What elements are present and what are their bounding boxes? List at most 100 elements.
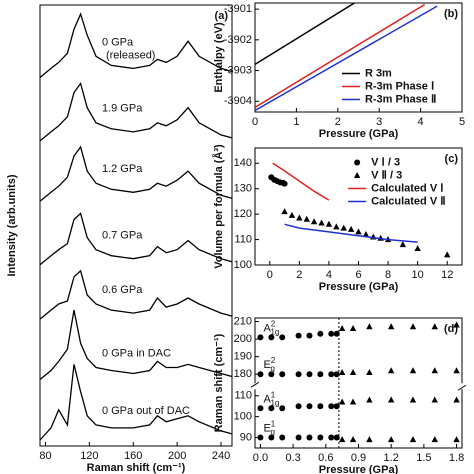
plot-frame bbox=[254, 2, 463, 113]
y-tick-label: -3902 bbox=[224, 34, 252, 46]
legend-label: Calculated V Ⅱ bbox=[371, 195, 446, 207]
x-tick-label: 120 bbox=[80, 450, 98, 462]
point bbox=[340, 224, 347, 231]
point bbox=[279, 371, 286, 378]
y-axis-label: Volume per formula (Å³) bbox=[212, 144, 225, 269]
x-tick-label: 0.9 bbox=[351, 452, 366, 464]
x-tick-label: 5 bbox=[459, 116, 465, 128]
series-label: 0 GPa bbox=[102, 36, 134, 48]
x-tick-label: 0.6 bbox=[318, 452, 333, 464]
point bbox=[444, 251, 451, 258]
point bbox=[279, 434, 286, 441]
line bbox=[272, 162, 330, 201]
point bbox=[325, 220, 333, 227]
mode-label-part: 1 bbox=[271, 420, 276, 429]
point bbox=[366, 396, 373, 403]
point bbox=[349, 398, 357, 405]
y-tick-label: 120 bbox=[234, 208, 252, 220]
line bbox=[254, 5, 438, 112]
point bbox=[310, 218, 318, 225]
y-axis-label: Intensity (arb.units) bbox=[6, 174, 18, 276]
y-tick-label: -3904 bbox=[224, 95, 252, 107]
point bbox=[409, 367, 417, 374]
series-label: 1.2 GPa bbox=[102, 163, 143, 175]
point bbox=[328, 371, 335, 378]
x-tick-label: 0.3 bbox=[285, 452, 300, 464]
point bbox=[333, 371, 340, 378]
point bbox=[333, 330, 340, 337]
point bbox=[333, 223, 340, 230]
point bbox=[409, 436, 417, 443]
point bbox=[281, 180, 288, 187]
axis-break bbox=[459, 383, 465, 390]
line bbox=[39, 309, 233, 381]
point bbox=[349, 436, 357, 443]
point bbox=[328, 330, 335, 337]
legend-marker bbox=[354, 159, 361, 166]
point bbox=[257, 334, 264, 341]
x-tick-label: 1 bbox=[293, 116, 299, 128]
mode-label-part: 1g bbox=[270, 398, 279, 407]
point bbox=[355, 228, 362, 235]
point bbox=[268, 434, 275, 441]
point bbox=[453, 436, 460, 443]
point bbox=[296, 214, 303, 221]
point bbox=[387, 396, 395, 403]
x-tick-label: 6 bbox=[355, 269, 361, 281]
line bbox=[39, 269, 233, 320]
point bbox=[295, 371, 302, 378]
mode-label-part: 2 bbox=[271, 356, 276, 365]
series-label: 1.9 GPa bbox=[102, 103, 143, 115]
x-tick-label: 4 bbox=[326, 269, 332, 281]
mode-label-part: 2 bbox=[271, 319, 276, 328]
panel-label: (b) bbox=[444, 8, 458, 20]
point bbox=[349, 325, 357, 332]
point bbox=[387, 367, 395, 374]
point bbox=[268, 405, 275, 412]
y-axis-label: Enthalpy (eV) bbox=[213, 22, 225, 93]
legend-label: V Ⅰ / 3 bbox=[371, 156, 400, 168]
x-tick-label: 2 bbox=[296, 269, 302, 281]
point bbox=[328, 434, 335, 441]
x-tick-label: 0.0 bbox=[253, 452, 268, 464]
point bbox=[268, 334, 275, 341]
point bbox=[295, 332, 302, 339]
point bbox=[338, 325, 346, 332]
x-axis-label: Raman shift (cm⁻¹) bbox=[87, 462, 186, 474]
legend-label: R-3m Phase Ⅱ bbox=[365, 93, 436, 105]
x-tick-label: 1.2 bbox=[384, 452, 399, 464]
point bbox=[257, 434, 264, 441]
series-label: 0 GPa in DAC bbox=[102, 347, 171, 359]
plot-frame bbox=[254, 317, 463, 449]
series-label: 0 GPa out of DAC bbox=[102, 405, 190, 417]
mode-label: E2 g bbox=[263, 356, 275, 373]
series-note: (released) bbox=[106, 49, 156, 61]
mode-label-part: 1g bbox=[270, 327, 279, 336]
x-tick-label: 0 bbox=[267, 269, 273, 281]
y-axis-label: Raman shift (cm⁻¹) bbox=[213, 333, 225, 432]
point bbox=[268, 371, 275, 378]
point bbox=[431, 323, 438, 330]
mode-label-part: E bbox=[263, 422, 270, 434]
panel-label: (c) bbox=[445, 153, 459, 165]
mode-label-part: A bbox=[263, 322, 271, 334]
point bbox=[306, 332, 313, 339]
line bbox=[39, 12, 233, 79]
point bbox=[399, 241, 407, 248]
point bbox=[279, 405, 286, 412]
line bbox=[39, 364, 233, 441]
axis-break bbox=[250, 381, 260, 388]
point bbox=[333, 403, 340, 410]
point bbox=[431, 396, 438, 403]
line bbox=[39, 82, 233, 142]
mode-label-part: g bbox=[270, 428, 274, 437]
x-tick-label: 160 bbox=[124, 450, 142, 462]
mode-label: E1 g bbox=[263, 420, 275, 437]
point bbox=[366, 436, 373, 443]
legend-label: R 3m bbox=[365, 67, 392, 79]
y-tick-label: -3903 bbox=[224, 64, 252, 76]
legend-marker bbox=[353, 172, 361, 178]
mode-label: A1 1g bbox=[263, 390, 279, 407]
legend-label: Calculated V Ⅰ bbox=[371, 182, 443, 194]
mode-label-part: E bbox=[263, 359, 270, 371]
